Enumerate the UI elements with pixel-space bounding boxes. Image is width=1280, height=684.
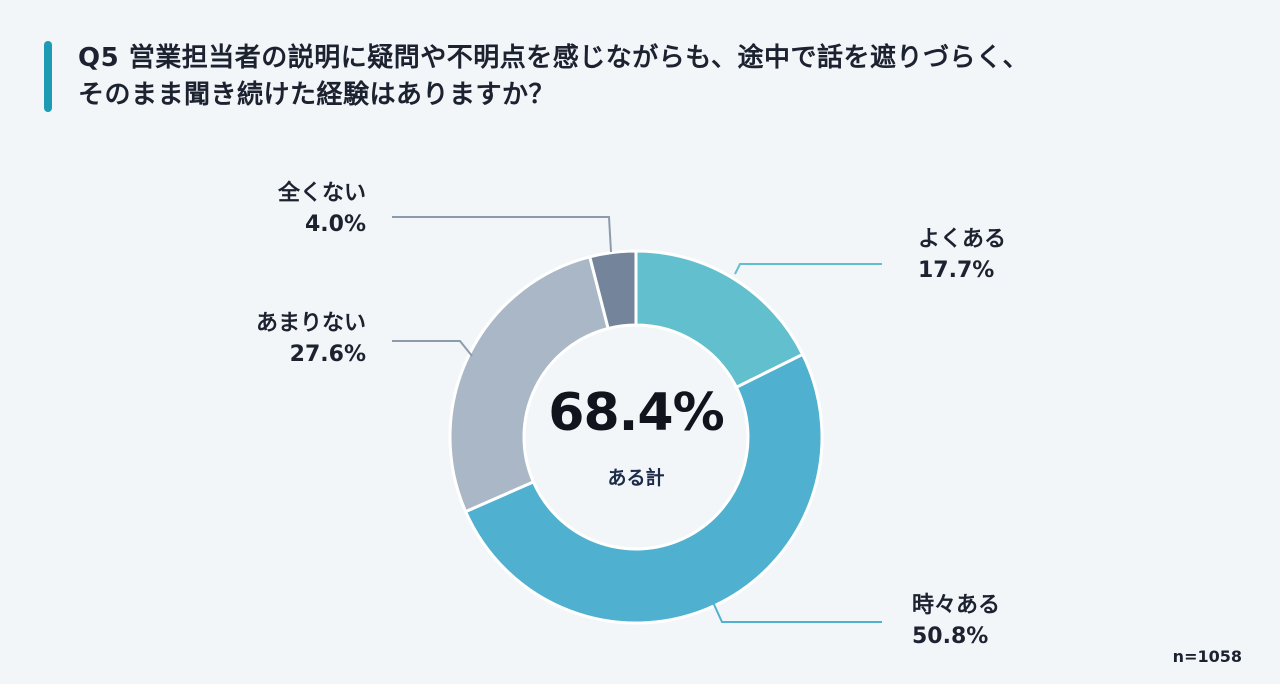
donut-slice-amarinai (448, 255, 610, 514)
slice-label-mattakunai-name: 全くない (277, 181, 366, 206)
question-title-line-2: そのまま聞き続けた経験はありますか？ (78, 80, 556, 110)
donut-slice-tokidokiaru (464, 352, 824, 625)
title-accent-bar (44, 41, 52, 112)
sample-size-note: n=1058 (1172, 647, 1242, 666)
donut-slices (448, 249, 824, 625)
donut-slice-mattakunai (588, 249, 638, 331)
slice-label-tokidokiaru-value: 50.8% (912, 624, 989, 649)
leader-line-yokuaru (734, 263, 882, 275)
slice-label-tokidokiaru: 時々ある 50.8% (912, 590, 1000, 652)
slice-label-mattakunai: 全くない 4.0% (216, 178, 366, 240)
slice-label-yokuaru-name: よくある (918, 227, 1007, 252)
leader-line-amarinai (392, 340, 473, 357)
question-title-line-1: Q5 営業担当者の説明に疑問や不明点を感じながらも、途中で話を遮りづらく、 (78, 43, 1029, 73)
slice-label-yokuaru: よくある 17.7% (918, 224, 1006, 286)
leader-line-tokidokiaru (711, 599, 882, 623)
slice-label-amarinai-name: あまりない (255, 311, 366, 336)
slice-label-amarinai-value: 27.6% (289, 342, 366, 367)
center-total-value: 68.4% (548, 383, 724, 443)
slice-label-amarinai: あまりない 27.6% (216, 308, 366, 370)
leader-line-mattakunai (392, 216, 612, 253)
question-title: Q5 営業担当者の説明に疑問や不明点を感じながらも、途中で話を遮りづらく、 その… (78, 40, 1029, 114)
center-total-label: ある計 (607, 467, 665, 489)
slice-label-mattakunai-value: 4.0% (304, 212, 366, 237)
slice-label-yokuaru-value: 17.7% (918, 258, 995, 283)
slice-label-tokidokiaru-name: 時々ある (912, 593, 1001, 618)
leader-lines (392, 216, 882, 623)
